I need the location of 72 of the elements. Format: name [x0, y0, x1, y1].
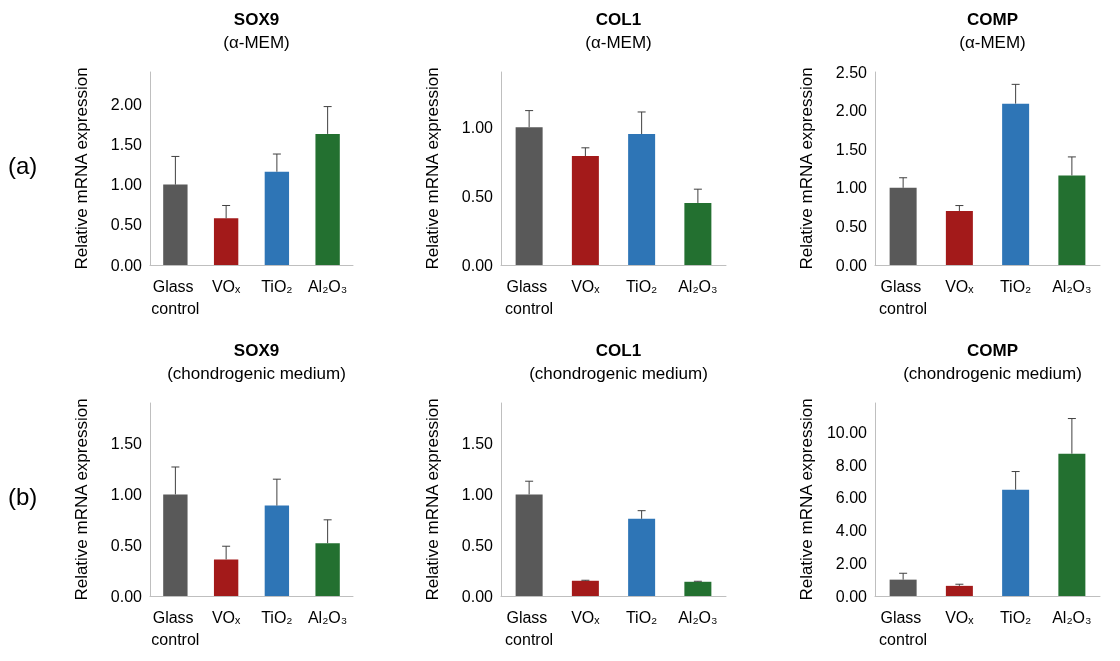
y-tick-label: 2.00 [835, 554, 867, 572]
y-tick-label: 1.00 [110, 485, 143, 503]
y-tick-label: 1.00 [462, 485, 494, 503]
y-axis-title: Relative mRNA expression [72, 67, 91, 270]
x-tick-label: Glass control [151, 608, 200, 647]
chart-title: SOX9 [233, 340, 280, 360]
chart-title: COL1 [596, 10, 642, 29]
y-tick-label: 1.50 [462, 434, 494, 452]
x-tick-label: Al₂O₃ [1051, 608, 1092, 625]
x-tick-label: Glass control [878, 608, 927, 647]
y-tick-label: 0.50 [462, 187, 494, 205]
y-axis-title: Relative mRNA expression [796, 397, 816, 601]
y-axis-title: Relative mRNA expression [72, 397, 91, 601]
y-tick-label: 0.00 [462, 587, 494, 604]
x-tick-label: VOₓ [211, 608, 242, 625]
text: (a) [8, 152, 38, 179]
y-tick-label: 1.50 [835, 140, 867, 158]
y-tick-label: 8.00 [835, 456, 867, 474]
x-tick-label: Al₂O₃ [678, 277, 718, 295]
y-tick-label: 1.00 [462, 118, 494, 136]
x-tick-label: Glass control [878, 277, 927, 317]
chart-subtitle: (α-MEM) [585, 33, 653, 52]
y-tick-label: 1.50 [110, 434, 143, 452]
y-tick-label: 0.50 [110, 536, 143, 554]
y-axis-title: Relative mRNA expression [796, 67, 816, 270]
x-tick-label: Al₂O₃ [307, 277, 348, 295]
y-tick-label: 0.00 [110, 256, 143, 274]
y-tick-label: 0.00 [835, 587, 867, 604]
x-tick-label: Glass control [151, 277, 200, 317]
y-tick-label: 1.50 [110, 135, 143, 153]
y-axis-title: Relative mRNA expression [423, 67, 443, 270]
chart-subtitle: (chondrogenic medium) [529, 363, 709, 383]
x-tick-label: TiO₂ [626, 277, 658, 295]
y-tick-label: 2.50 [835, 63, 867, 81]
y-tick-label: 0.00 [110, 587, 143, 604]
x-tick-label: VOₓ [211, 277, 242, 295]
y-tick-label: 1.00 [110, 176, 143, 194]
y-tick-label: 0.00 [835, 256, 867, 274]
y-tick-label: 0.50 [462, 536, 494, 554]
y-tick-label: 0.50 [110, 216, 143, 234]
y-tick-label: 6.00 [835, 488, 867, 506]
x-tick-label: Al₂O₃ [1051, 277, 1092, 295]
chart-title: COMP [966, 340, 1018, 360]
chart-title: COMP [966, 10, 1018, 29]
x-tick-label: Glass control [505, 277, 554, 317]
y-axis-title: Relative mRNA expression [423, 397, 443, 601]
chart-title: SOX9 [233, 10, 280, 29]
y-tick-label: 10.00 [826, 423, 867, 441]
text: (b) [8, 482, 38, 510]
y-tick-label: 1.00 [835, 179, 867, 197]
x-tick-label: TiO₂ [261, 608, 293, 625]
x-tick-label: VOₓ [944, 608, 974, 625]
x-tick-label: VOₓ [944, 277, 974, 295]
x-tick-label: Al₂O₃ [307, 608, 348, 625]
x-tick-label: TiO₂ [626, 608, 658, 625]
chart-subtitle: (α-MEM) [223, 33, 290, 52]
chart-subtitle: (chondrogenic medium) [902, 363, 1082, 383]
y-tick-label: 2.00 [110, 95, 143, 113]
y-tick-label: 0.00 [462, 256, 494, 274]
x-tick-label: TiO₂ [261, 277, 293, 295]
x-tick-label: TiO₂ [999, 277, 1031, 295]
x-tick-label: TiO₂ [999, 608, 1031, 625]
y-tick-label: 0.50 [835, 217, 867, 235]
chart-subtitle: (chondrogenic medium) [167, 363, 346, 383]
x-tick-label: VOₓ [571, 608, 601, 625]
chart-subtitle: (α-MEM) [958, 33, 1026, 52]
x-tick-label: VOₓ [571, 277, 601, 295]
y-tick-label: 2.00 [835, 102, 867, 120]
y-tick-label: 4.00 [835, 521, 867, 539]
chart-title: COL1 [596, 340, 642, 360]
x-tick-label: Al₂O₃ [678, 608, 718, 625]
x-tick-label: Glass control [505, 608, 554, 647]
